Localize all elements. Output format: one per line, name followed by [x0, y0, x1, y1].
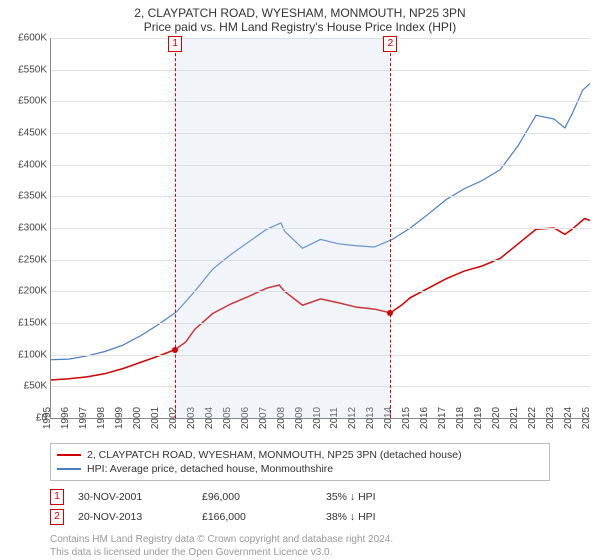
ytick-label: £600K	[18, 33, 51, 44]
ytick-label: £100K	[18, 349, 51, 360]
xtick-label: 2024	[561, 407, 574, 429]
xtick-label: 1995	[40, 407, 53, 429]
sales-date-1: 30-NOV-2001	[78, 491, 188, 503]
ytick-label: £250K	[18, 254, 51, 265]
title-line-2: Price paid vs. HM Land Registry's House …	[0, 20, 600, 34]
marker-line-2	[390, 38, 391, 418]
sale-point-1	[172, 347, 178, 353]
highlight-band	[175, 38, 390, 418]
xtick-label: 2017	[435, 407, 448, 429]
marker-box-2: 2	[383, 36, 397, 52]
sales-price-2: £166,000	[202, 511, 312, 523]
xtick-label: 1999	[112, 407, 125, 429]
marker-line-1	[175, 38, 176, 418]
title-block: 2, CLAYPATCH ROAD, WYESHAM, MONMOUTH, NP…	[0, 0, 600, 38]
legend-swatch-hpi	[57, 468, 81, 470]
xtick-label: 2025	[579, 407, 592, 429]
chart-area: £0£50K£100K£150K£200K£250K£300K£350K£400…	[50, 38, 590, 419]
sales-marker-1: 1	[50, 489, 64, 505]
sales-price-1: £96,000	[202, 491, 312, 503]
xtick-label: 2021	[507, 407, 520, 429]
title-line-1: 2, CLAYPATCH ROAD, WYESHAM, MONMOUTH, NP…	[0, 6, 600, 20]
ytick-label: £550K	[18, 64, 51, 75]
sales-marker-2: 2	[50, 509, 64, 525]
xtick-label: 2016	[417, 407, 430, 429]
sales-table: 1 30-NOV-2001 £96,000 35% ↓ HPI 2 20-NOV…	[50, 487, 550, 527]
legend-label-hpi: HPI: Average price, detached house, Monm…	[87, 463, 333, 475]
xtick-label: 2001	[148, 407, 161, 429]
legend-item-hpi: HPI: Average price, detached house, Monm…	[57, 462, 543, 476]
xtick-label: 2018	[453, 407, 466, 429]
ytick-label: £400K	[18, 159, 51, 170]
attribution: Contains HM Land Registry data © Crown c…	[50, 533, 550, 559]
ytick-label: £150K	[18, 318, 51, 329]
xtick-label: 1997	[76, 407, 89, 429]
ytick-label: £300K	[18, 223, 51, 234]
xtick-label: 2022	[525, 407, 538, 429]
legend-label-price-paid: 2, CLAYPATCH ROAD, WYESHAM, MONMOUTH, NP…	[87, 449, 462, 461]
attribution-line-1: Contains HM Land Registry data © Crown c…	[50, 533, 550, 546]
sales-delta-2: 38% ↓ HPI	[326, 511, 436, 523]
marker-box-1: 1	[168, 36, 182, 52]
sales-date-2: 20-NOV-2013	[78, 511, 188, 523]
xtick-label: 2023	[543, 407, 556, 429]
ytick-label: £50K	[24, 381, 51, 392]
legend-item-price-paid: 2, CLAYPATCH ROAD, WYESHAM, MONMOUTH, NP…	[57, 448, 543, 462]
sales-row-2: 2 20-NOV-2013 £166,000 38% ↓ HPI	[50, 507, 550, 527]
sales-row-1: 1 30-NOV-2001 £96,000 35% ↓ HPI	[50, 487, 550, 507]
xtick-label: 2015	[399, 407, 412, 429]
xtick-label: 1996	[58, 407, 71, 429]
sales-delta-1: 35% ↓ HPI	[326, 491, 436, 503]
xtick-label: 2000	[130, 407, 143, 429]
legend-swatch-price-paid	[57, 454, 81, 456]
sale-point-2	[387, 310, 393, 316]
xtick-label: 1998	[94, 407, 107, 429]
xtick-label: 2020	[489, 407, 502, 429]
ytick-label: £500K	[18, 96, 51, 107]
xtick-label: 2019	[471, 407, 484, 429]
legend: 2, CLAYPATCH ROAD, WYESHAM, MONMOUTH, NP…	[50, 443, 550, 481]
attribution-line-2: This data is licensed under the Open Gov…	[50, 546, 550, 559]
ytick-label: £350K	[18, 191, 51, 202]
ytick-label: £200K	[18, 286, 51, 297]
ytick-label: £450K	[18, 128, 51, 139]
